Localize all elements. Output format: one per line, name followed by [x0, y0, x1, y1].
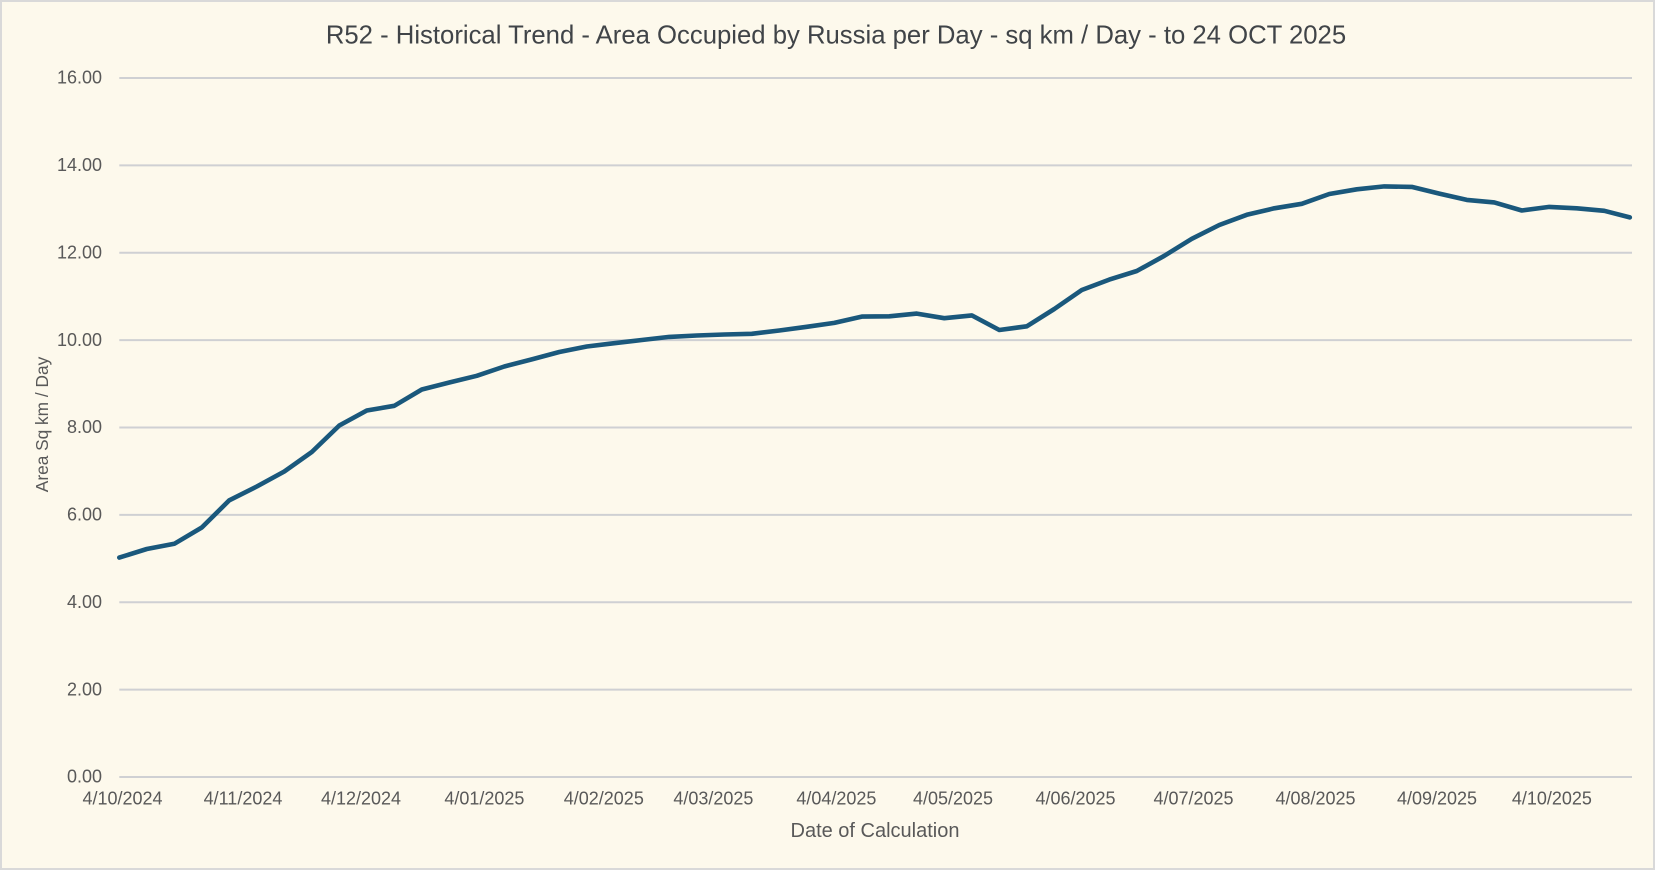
svg-text:14.00: 14.00	[57, 155, 102, 175]
svg-text:12.00: 12.00	[57, 242, 102, 262]
svg-text:4/06/2025: 4/06/2025	[1035, 789, 1115, 809]
svg-text:Date of Calculation: Date of Calculation	[791, 820, 960, 842]
svg-text:4/08/2025: 4/08/2025	[1275, 789, 1355, 809]
svg-text:10.00: 10.00	[57, 330, 102, 350]
svg-text:4/10/2024: 4/10/2024	[82, 789, 162, 809]
svg-text:4/02/2025: 4/02/2025	[564, 789, 644, 809]
svg-text:4/04/2025: 4/04/2025	[796, 789, 876, 809]
svg-text:4/03/2025: 4/03/2025	[673, 789, 753, 809]
svg-text:4/11/2024: 4/11/2024	[204, 789, 283, 809]
svg-text:R52 - Historical Trend - Area: R52 - Historical Trend - Area Occupied b…	[326, 22, 1346, 50]
svg-text:4/12/2024: 4/12/2024	[321, 789, 401, 809]
svg-text:Area Sq km / Day: Area Sq km / Day	[32, 356, 52, 492]
svg-text:4/09/2025: 4/09/2025	[1397, 789, 1477, 809]
svg-text:4/01/2025: 4/01/2025	[444, 789, 524, 809]
svg-text:6.00: 6.00	[67, 505, 102, 525]
svg-text:2.00: 2.00	[67, 679, 102, 699]
svg-text:4/07/2025: 4/07/2025	[1153, 789, 1233, 809]
svg-text:4/05/2025: 4/05/2025	[913, 789, 993, 809]
svg-text:8.00: 8.00	[67, 417, 102, 437]
svg-text:4.00: 4.00	[67, 592, 102, 612]
svg-text:4/10/2025: 4/10/2025	[1512, 789, 1592, 809]
svg-text:0.00: 0.00	[67, 767, 102, 787]
svg-text:16.00: 16.00	[57, 68, 102, 88]
